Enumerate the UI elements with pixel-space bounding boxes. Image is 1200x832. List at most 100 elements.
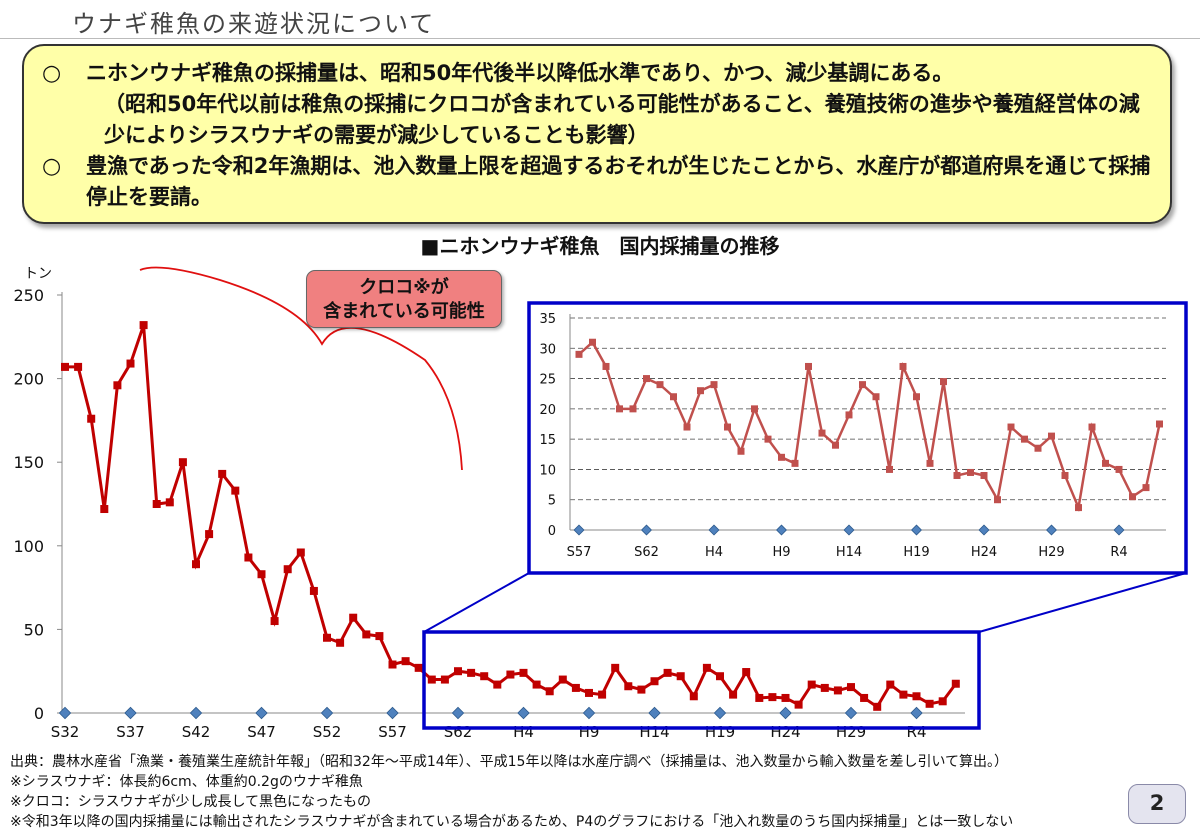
main-data-point — [205, 530, 214, 539]
kuroko-callout: クロコ※が 含まれている可能性 — [306, 270, 502, 328]
bullet-text-2: 豊漁であった令和2年漁期は、池入数量上限を超過するおそれが生じたことから、水産庁… — [86, 154, 1151, 209]
inset-data-point — [1021, 435, 1028, 443]
main-x-tick-label: H19 — [705, 723, 735, 741]
main-data-point — [794, 700, 803, 709]
main-data-point — [676, 672, 685, 681]
main-x-diamond-marker — [713, 706, 727, 720]
main-data-point — [309, 586, 318, 595]
summary-note: （昭和50年代以前は稚魚の採捕にクロコが含まれている可能性があること、養殖技術の… — [104, 92, 1140, 147]
main-x-tick-label: S52 — [313, 723, 342, 741]
zoom-highlight-box — [422, 630, 981, 730]
inset-data-point — [643, 375, 650, 383]
main-data-point — [440, 675, 449, 684]
zoom-connector-right — [978, 572, 1187, 633]
inset-data-point — [778, 453, 785, 461]
main-x-tick-label: H9 — [579, 723, 600, 741]
source-line-1: 出典：農林水産省「漁業・養殖業生産統計年報」（昭和32年～平成14年）、平成15… — [10, 754, 1009, 770]
inset-x-tick-label: H29 — [1038, 545, 1064, 560]
inset-y-tick-label: 30 — [539, 342, 556, 357]
main-data-point — [938, 697, 947, 706]
inset-data-point — [859, 381, 866, 389]
main-data-point — [270, 617, 279, 626]
main-x-diamond-marker — [844, 706, 858, 720]
main-data-point — [951, 679, 960, 688]
inset-data-point — [980, 471, 988, 479]
main-data-point — [414, 663, 423, 672]
main-data-point — [375, 632, 384, 641]
main-data-point — [925, 699, 934, 708]
callout-line-2: 含まれている可能性 — [323, 301, 485, 322]
inset-data-point — [953, 471, 961, 479]
kuroko-brace — [139, 266, 463, 471]
main-data-point — [650, 677, 659, 686]
inset-data-point — [575, 350, 583, 358]
inset-data-point — [899, 362, 907, 370]
main-y-tick-label: 0 — [34, 704, 44, 723]
main-data-point — [585, 688, 593, 697]
inset-x-diamond-marker — [910, 524, 923, 536]
title-underline — [0, 38, 1200, 39]
inset-x-tick-label: H14 — [836, 545, 862, 560]
inset-x-diamond-marker — [708, 524, 720, 536]
main-data-point — [100, 505, 109, 514]
main-x-diamond-marker — [779, 706, 792, 720]
main-data-point — [716, 672, 724, 681]
main-y-tick-label: 200 — [13, 370, 44, 389]
inset-y-tick-label: 5 — [548, 494, 556, 509]
inset-data-point — [764, 435, 772, 443]
main-x-diamond-marker — [255, 706, 268, 720]
inset-data-point — [683, 423, 691, 431]
inset-chart-frame — [527, 301, 1188, 575]
summary-bullet-2: ○ 豊漁であった令和2年漁期は、池入数量上限を超過するおそれが生じたことから、水… — [42, 151, 1152, 213]
main-data-point — [729, 690, 738, 699]
inset-data-point — [751, 405, 758, 413]
main-data-point — [820, 683, 829, 692]
main-data-point — [807, 680, 816, 689]
main-data-point — [886, 680, 895, 689]
main-data-point — [61, 362, 69, 371]
main-data-point — [637, 685, 646, 694]
main-data-point — [532, 680, 541, 689]
inset-data-point — [1048, 432, 1055, 440]
main-x-diamond-marker — [320, 706, 334, 720]
source-line-3: ※クロコ：シラスウナギが少し成長して黒色になったもの — [10, 794, 372, 810]
page-title: ウナギ稚魚の来遊状況について — [72, 10, 436, 38]
main-x-diamond-marker — [58, 706, 72, 720]
inset-data-point — [629, 405, 637, 413]
inset-data-point — [818, 429, 826, 437]
inset-data-point — [845, 411, 853, 419]
inset-data-point — [737, 447, 745, 455]
summary-box: ○ ニホンウナギ稚魚の採捕量は、昭和50年代後半以降低水準であり、かつ、減少基調… — [22, 44, 1172, 224]
main-data-point — [833, 686, 842, 695]
main-x-tick-label: S32 — [51, 723, 80, 741]
main-data-point — [493, 680, 502, 689]
inset-x-diamond-marker — [573, 524, 585, 536]
inset-y-tick-label: 25 — [539, 373, 556, 388]
source-line-2: ※シラスウナギ：体長約6cm、体重約0.2gのウナギ稚魚 — [10, 774, 363, 790]
inset-data-point — [1007, 423, 1015, 431]
inset-x-diamond-marker — [640, 524, 653, 536]
main-data-point — [912, 692, 921, 701]
main-data-point — [755, 693, 764, 702]
inset-x-tick-label: H24 — [971, 545, 997, 560]
inset-data-point — [589, 338, 596, 346]
main-x-tick-label: H24 — [770, 723, 800, 741]
main-data-point — [283, 565, 292, 574]
main-data-point — [244, 553, 253, 562]
inset-x-diamond-marker — [1113, 524, 1125, 536]
inset-data-point — [940, 378, 947, 386]
main-y-tick-label: 250 — [13, 286, 44, 305]
inset-y-tick-label: 35 — [539, 312, 556, 327]
main-data-point — [663, 668, 672, 677]
main-data-point — [126, 359, 135, 368]
main-data-point — [860, 693, 869, 702]
main-x-diamond-marker — [648, 706, 661, 720]
bullet-circle-icon: ○ — [42, 61, 62, 86]
inset-data-point — [913, 393, 920, 401]
main-y-tick-label: 50 — [24, 620, 44, 639]
main-data-point — [545, 687, 554, 696]
inset-x-tick-label: H19 — [903, 545, 929, 560]
inset-data-point — [1061, 471, 1069, 479]
main-x-diamond-marker — [451, 706, 465, 720]
